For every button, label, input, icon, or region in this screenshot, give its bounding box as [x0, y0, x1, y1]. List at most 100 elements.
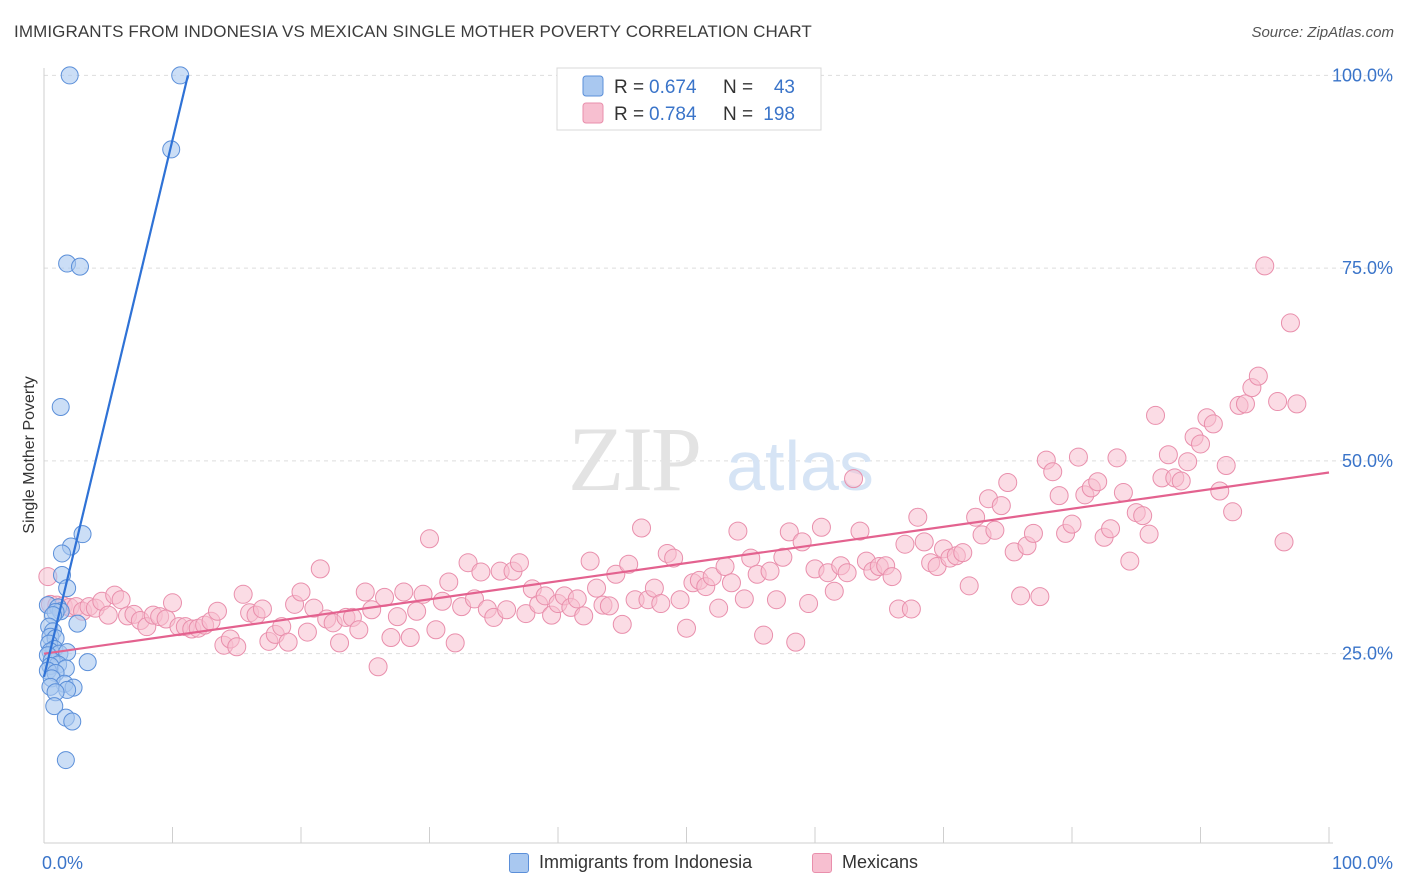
- mexicans-point: [98, 605, 118, 625]
- legend-n-label: N =: [723, 77, 753, 98]
- mexicans-point: [567, 589, 587, 609]
- mexicans-point: [914, 532, 934, 552]
- mexicans-point: [998, 473, 1018, 493]
- indonesia-point: [51, 397, 70, 416]
- mexicans-point: [227, 637, 247, 657]
- watermark-zip: ZIP: [568, 408, 700, 510]
- mexicans-trend-line: [43, 471, 1330, 655]
- legend-r-value: 0.674: [649, 77, 697, 98]
- legend-n-value: 43: [774, 77, 795, 98]
- mexicans-point: [304, 598, 324, 618]
- mexicans-point: [291, 582, 311, 602]
- mexicans-point: [233, 584, 253, 604]
- mexicans-point: [1049, 486, 1069, 506]
- mexicans-point: [985, 520, 1005, 540]
- mexicans-point: [1133, 506, 1153, 526]
- mexicans-point: [1011, 586, 1031, 606]
- legend-item-indonesia[interactable]: Immigrants from Indonesia: [509, 852, 752, 873]
- legend-swatch-mexicans: [812, 852, 832, 873]
- mexicans-point: [895, 534, 915, 554]
- mexicans-point: [991, 496, 1011, 516]
- mexicans-point: [368, 657, 388, 677]
- mexicans-point: [1158, 445, 1178, 465]
- mexicans-point: [1210, 481, 1230, 501]
- mexicans-point: [773, 547, 793, 567]
- mexicans-point: [1248, 366, 1268, 386]
- mexicans-point: [420, 529, 439, 549]
- trend-lines: [42, 75, 1330, 678]
- mexicans-point: [1030, 587, 1050, 607]
- legend-item-mexicans[interactable]: Mexicans: [812, 852, 918, 873]
- mexicans-point: [901, 599, 921, 619]
- mexicans-point: [439, 572, 459, 592]
- legend-swatch-mexicans: [582, 102, 604, 124]
- indonesia-point: [78, 653, 97, 672]
- mexicans-point: [709, 598, 729, 618]
- mexicans-point: [882, 567, 902, 587]
- mexicans-point: [612, 614, 632, 634]
- legend-r-value: 0.784: [649, 104, 697, 125]
- x-tick-label: 100.0%: [1332, 853, 1393, 873]
- legend-label-mexicans: Mexicans: [842, 852, 919, 872]
- y-tick-label: 25.0%: [1342, 644, 1393, 664]
- mexicans-point: [599, 596, 619, 616]
- mexicans-point: [1120, 551, 1140, 571]
- mexicans-point: [824, 581, 844, 601]
- mexicans-point: [779, 522, 799, 542]
- mexicans-point: [445, 633, 465, 653]
- mexicans-point: [1062, 514, 1082, 534]
- mexicans-point: [1268, 392, 1288, 412]
- mexicans-point: [953, 543, 973, 563]
- legend-label-indonesia: Immigrants from Indonesia: [539, 852, 753, 872]
- legend-swatch-indonesia: [509, 852, 529, 873]
- mexicans-point: [632, 518, 652, 538]
- indonesia-point: [68, 614, 87, 633]
- indonesia-points: [38, 66, 190, 770]
- mexicans-point: [786, 632, 806, 652]
- mexicans-point: [330, 633, 350, 653]
- mexicans-point: [619, 554, 639, 574]
- indonesia-point: [45, 697, 64, 716]
- mexicans-point: [811, 517, 831, 537]
- mexicans-point: [400, 627, 420, 647]
- mexicans-point: [509, 553, 529, 573]
- legend-r-label: R =: [614, 104, 644, 125]
- mexicans-point: [1191, 434, 1210, 454]
- mexicans-point: [497, 600, 517, 620]
- y-tick-labels: 25.0% 50.0% 75.0% 100.0%: [1332, 65, 1393, 663]
- mexicans-point: [651, 594, 671, 614]
- mexicans-point: [715, 557, 735, 577]
- mexicans-point: [297, 622, 317, 642]
- mexicans-point: [1280, 313, 1300, 333]
- mexicans-point: [1146, 405, 1166, 425]
- mexicans-point: [908, 507, 928, 527]
- indonesia-point: [56, 751, 75, 770]
- mexicans-point: [471, 562, 491, 582]
- mexicans-point: [1287, 394, 1307, 414]
- mexicans-point: [458, 553, 478, 573]
- y-tick-label: 50.0%: [1342, 451, 1393, 471]
- series-legend: Immigrants from Indonesia Mexicans: [0, 852, 1406, 878]
- x-tick-label: 0.0%: [42, 853, 83, 873]
- mexicans-point: [766, 590, 786, 610]
- mexicans-point: [1255, 256, 1275, 276]
- mexicans-point: [394, 582, 414, 602]
- legend-r-label: R =: [614, 77, 644, 98]
- legend-n-value: 198: [763, 104, 795, 125]
- mexicans-point: [728, 521, 748, 541]
- mexicans-point: [1043, 462, 1063, 482]
- legend-swatch-indonesia: [582, 75, 604, 97]
- mexicans-point: [310, 559, 330, 579]
- mexicans-point: [1113, 483, 1133, 503]
- mexicans-point: [850, 521, 870, 541]
- mexicans-point: [734, 589, 754, 609]
- mexicans-point: [1274, 532, 1294, 552]
- mexicans-point: [426, 620, 446, 640]
- mexicans-point: [1216, 456, 1236, 476]
- mexicans-point: [1107, 448, 1127, 468]
- mexicans-point: [574, 606, 594, 626]
- mexicans-point: [111, 590, 131, 610]
- mexicans-points: [38, 256, 1307, 677]
- mexicans-point: [670, 590, 690, 610]
- mexicans-point: [580, 551, 600, 571]
